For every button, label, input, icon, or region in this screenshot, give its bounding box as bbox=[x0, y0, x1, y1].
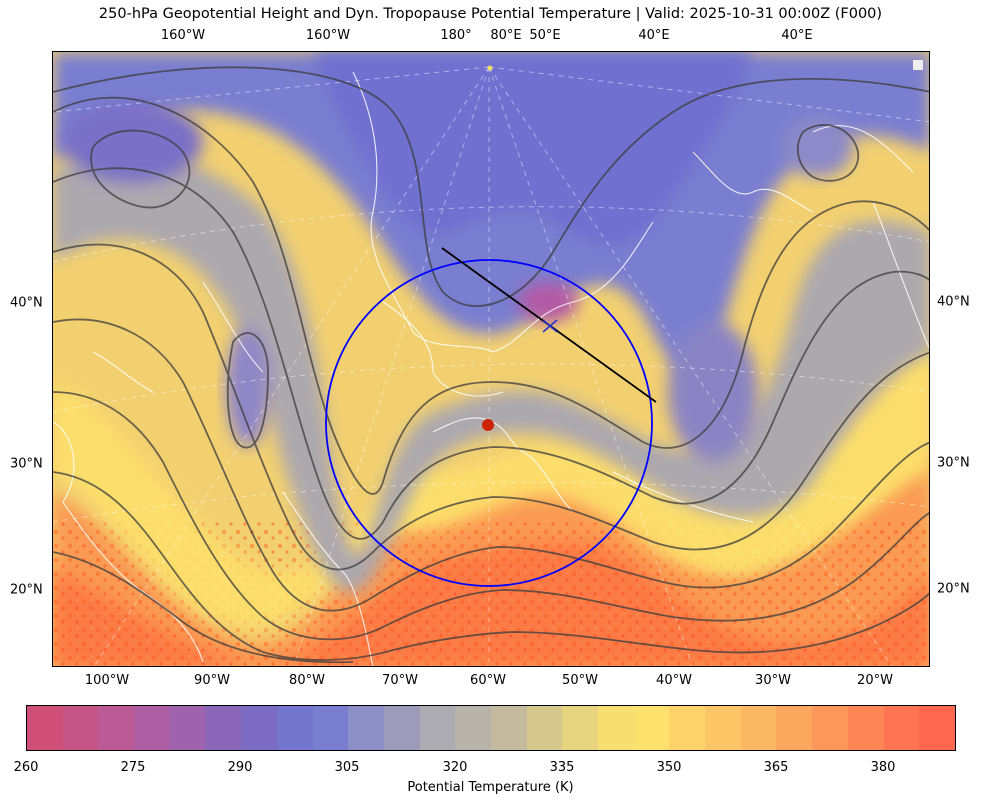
eastern-trough-region bbox=[668, 322, 758, 462]
colorbar-swatch bbox=[312, 706, 349, 750]
top-lon-label: 160°W bbox=[305, 28, 351, 43]
colorbar-swatch bbox=[883, 706, 920, 750]
colorbar-tick-label: 305 bbox=[334, 760, 360, 775]
bottom-lon-label: 20°W bbox=[857, 673, 893, 688]
bottom-lon-label: 30°W bbox=[755, 673, 791, 688]
bottom-lon-label: 80°W bbox=[289, 673, 325, 688]
coastlines bbox=[53, 71, 929, 666]
colorbar-tick-label: 290 bbox=[227, 760, 253, 775]
colorbar-swatch bbox=[134, 706, 170, 750]
western-cold-lobe bbox=[63, 102, 203, 182]
cutoff-low-region bbox=[226, 327, 270, 447]
colorbar-swatch bbox=[919, 706, 955, 750]
colorbar-swatch bbox=[205, 706, 242, 750]
colorbar-tick-label: 275 bbox=[120, 760, 146, 775]
colorbar-title: Potential Temperature (K) bbox=[407, 780, 574, 795]
colorbar-swatch bbox=[526, 706, 563, 750]
pole-marker bbox=[487, 65, 493, 71]
trough-gray-region bbox=[53, 150, 929, 592]
north-atlantic-contour bbox=[796, 124, 859, 182]
height-contour bbox=[53, 471, 929, 661]
colorbar-swatch bbox=[419, 706, 456, 750]
colorbar-swatch bbox=[169, 706, 206, 750]
height-contour bbox=[53, 167, 929, 540]
map-panel bbox=[52, 51, 930, 667]
colorbar-swatch bbox=[812, 706, 848, 750]
bottom-lon-label: 50°W bbox=[562, 673, 598, 688]
yellow-band bbox=[53, 353, 929, 628]
top-lon-label: 160°W bbox=[160, 28, 206, 43]
cold-pool bbox=[518, 282, 578, 322]
left-lat-label: 30°N bbox=[10, 456, 43, 472]
colorbar-swatch bbox=[276, 706, 313, 750]
right-lat-label: 40°N bbox=[937, 294, 970, 310]
top-lon-label: 40°E bbox=[781, 28, 813, 43]
colorbar-swatch bbox=[633, 706, 670, 750]
colorbar-tick-label: 335 bbox=[549, 760, 575, 775]
top-lon-label: 50°E bbox=[529, 28, 561, 43]
colorbar-swatch bbox=[383, 706, 420, 750]
analysis-radius-circle bbox=[325, 259, 653, 587]
map-title: 250-hPa Geopotential Height and Dyn. Tro… bbox=[98, 6, 883, 22]
colorbar-swatch bbox=[490, 706, 527, 750]
height-contour bbox=[53, 391, 929, 641]
map-canvas bbox=[53, 52, 929, 666]
polar-core bbox=[313, 52, 753, 246]
colorbar-swatch bbox=[562, 706, 598, 750]
bottom-lon-label: 60°W bbox=[470, 673, 506, 688]
height-contour bbox=[53, 551, 354, 664]
colorbar-swatch bbox=[62, 706, 99, 750]
top-lon-label: 180° bbox=[440, 28, 472, 43]
colorbar-swatch bbox=[847, 706, 884, 750]
map-corner-marker bbox=[913, 60, 923, 70]
right-lat-label: 20°N bbox=[937, 581, 970, 597]
colorbar-tick-label: 260 bbox=[13, 760, 39, 775]
height-contour bbox=[53, 318, 929, 612]
height-contour bbox=[53, 243, 929, 571]
bottom-lon-label: 90°W bbox=[194, 673, 230, 688]
colorbar-swatch bbox=[740, 706, 777, 750]
colorbar-tick-label: 320 bbox=[442, 760, 468, 775]
colorbar-swatch bbox=[455, 706, 491, 750]
cutoff-low-contour bbox=[226, 332, 269, 449]
closed-low-contour bbox=[90, 129, 191, 209]
colorbar-swatch bbox=[776, 706, 813, 750]
bottom-lon-label: 70°W bbox=[382, 673, 418, 688]
colorbar-swatch bbox=[98, 706, 135, 750]
left-lat-label: 40°N bbox=[10, 295, 43, 311]
height-contours bbox=[53, 66, 929, 664]
height-contour bbox=[53, 96, 929, 495]
colorbar-swatch bbox=[669, 706, 706, 750]
bottom-lon-label: 40°W bbox=[656, 673, 692, 688]
colorbar-tick-label: 380 bbox=[870, 760, 896, 775]
colorbar-tick-label: 365 bbox=[763, 760, 789, 775]
colorbar-swatch bbox=[598, 706, 634, 750]
top-lon-label: 40°E bbox=[638, 28, 670, 43]
colorbar-swatch bbox=[705, 706, 741, 750]
cross-section-marker bbox=[542, 319, 558, 333]
colorbar-swatch bbox=[27, 706, 63, 750]
bottom-lon-label: 100°W bbox=[84, 673, 130, 688]
colorbar-swatch bbox=[241, 706, 277, 750]
right-lat-label: 30°N bbox=[937, 455, 970, 471]
colorbar-swatch bbox=[348, 706, 384, 750]
colorbar-tick-label: 350 bbox=[656, 760, 682, 775]
center-point-marker bbox=[482, 419, 494, 431]
left-lat-label: 20°N bbox=[10, 582, 43, 598]
colorbar bbox=[26, 705, 956, 751]
top-lon-label: 80°E bbox=[490, 28, 522, 43]
height-contour bbox=[53, 66, 929, 307]
